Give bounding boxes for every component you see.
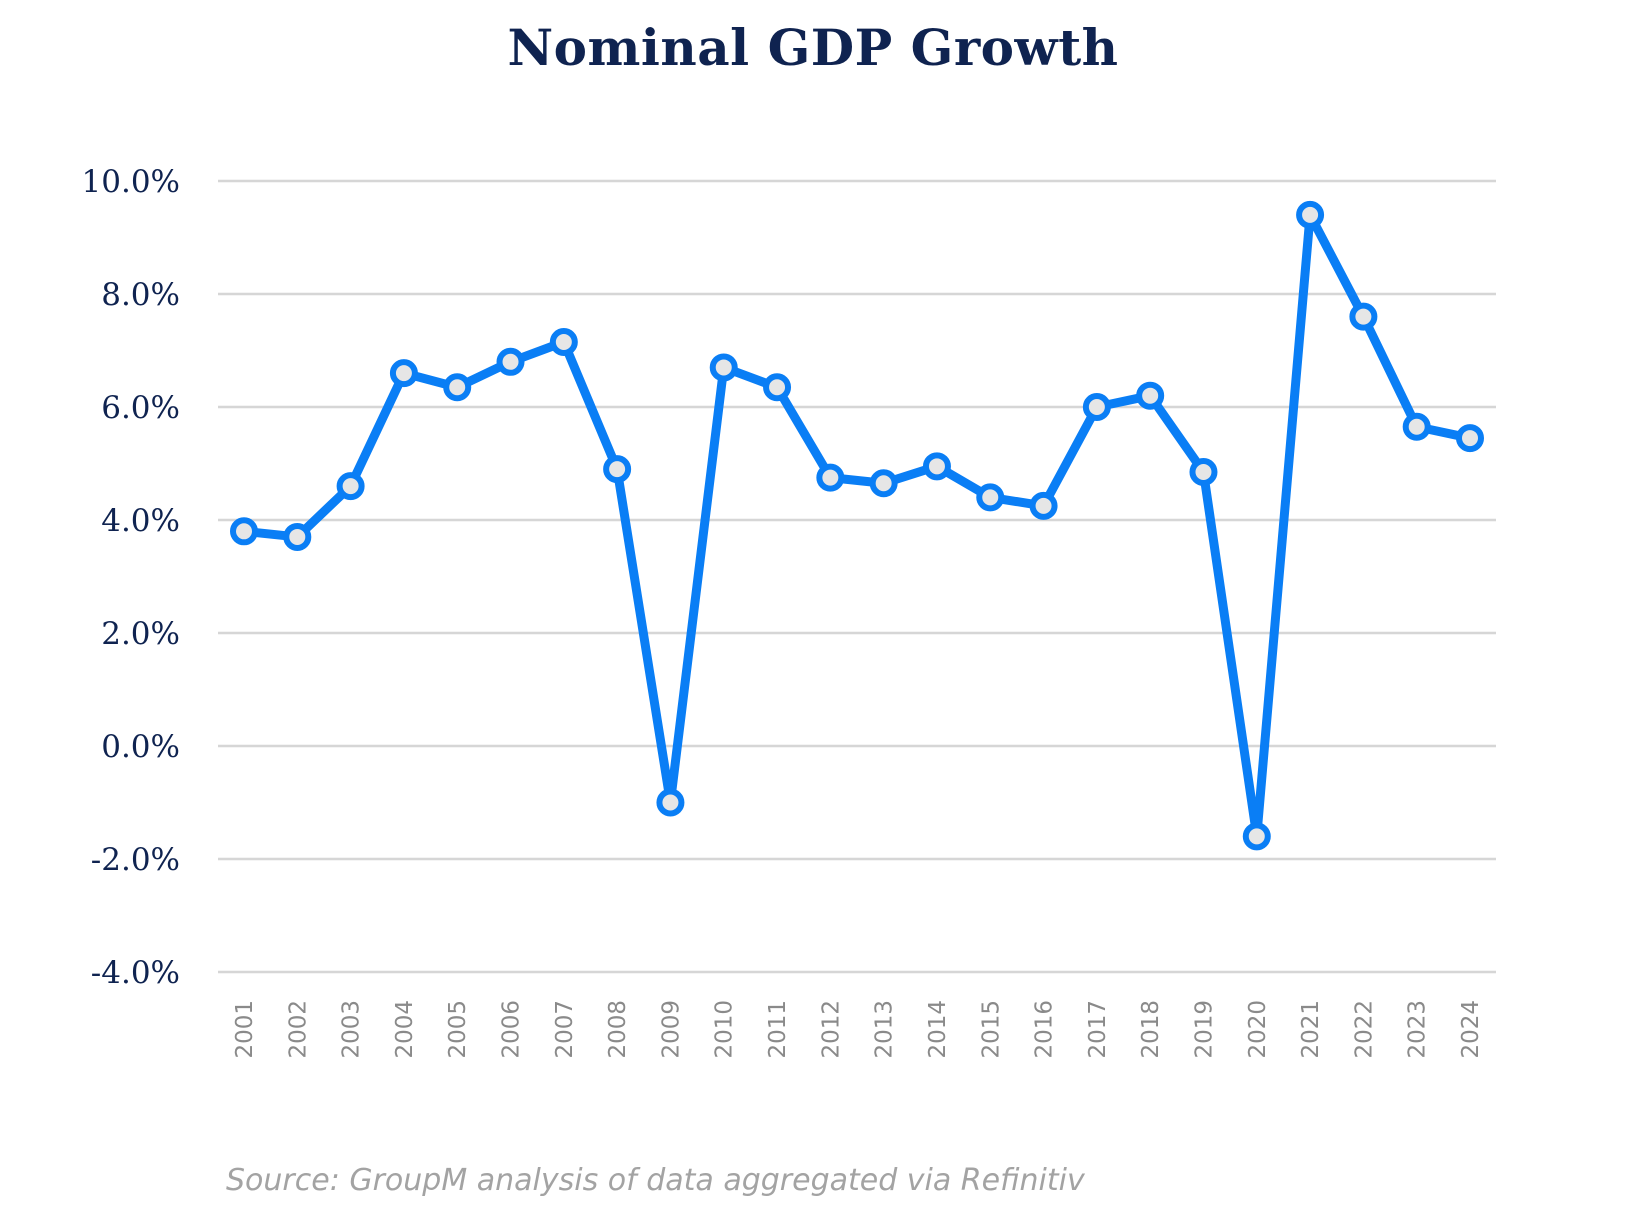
x-tick-label: 2008 [605,1000,631,1059]
y-tick-label: 10.0% [82,164,180,200]
x-tick-label: 2014 [925,1000,951,1059]
y-tick-label: -2.0% [91,842,180,878]
data-point [816,463,845,492]
y-tick-label: 8.0% [101,277,180,313]
x-tick-label: 2015 [978,1000,1004,1059]
x-tick-label: 2009 [658,1000,684,1059]
y-tick-label: 4.0% [101,503,180,539]
data-point [922,452,951,481]
source-note: Source: GroupM analysis of data aggregat… [226,1163,1085,1198]
x-tick-label: 2004 [392,1000,418,1059]
data-point [1189,457,1218,486]
data-point [709,353,738,382]
data-point [1402,412,1431,441]
y-tick-label: 6.0% [101,390,180,426]
series-gdp-growth [230,200,1484,851]
data-point [976,483,1005,512]
y-tick-label: 2.0% [101,616,180,652]
x-tick-label: 2007 [552,1000,578,1059]
data-point [1349,302,1378,331]
data-point [763,373,792,402]
x-tick-label: 2022 [1351,1000,1377,1059]
data-point [283,522,312,551]
data-point [1456,424,1484,453]
x-tick-label: 2012 [818,1000,844,1059]
x-tick-label: 2010 [712,1000,738,1059]
data-point [549,328,578,357]
grid-lines [218,179,1496,974]
x-tick-label: 2023 [1405,1000,1431,1059]
data-point [443,373,472,402]
data-point [1296,200,1325,229]
data-point [1242,822,1271,851]
x-tick-label: 2016 [1032,1000,1058,1059]
x-tick-label: 2021 [1298,1000,1324,1059]
data-point [1136,381,1165,410]
data-point [1082,393,1111,421]
x-tick-label: 2019 [1191,1000,1217,1059]
series-line [239,210,1475,841]
data-point [336,472,365,501]
data-point [603,455,632,484]
x-tick-label: 2005 [445,1000,471,1059]
x-tick-label: 2018 [1138,1000,1164,1059]
chart-title: Nominal GDP Growth [507,18,1119,77]
data-point [230,517,258,546]
x-tick-label: 2017 [1085,1000,1111,1059]
data-point [389,359,418,388]
y-tick-label: -4.0% [91,955,180,991]
x-tick-label: 2020 [1245,1000,1271,1059]
x-tick-label: 2011 [765,1000,791,1059]
y-axis-labels: 10.0% 8.0% 6.0% 4.0% 2.0% 0.0% -2.0% -4.0% [82,164,180,991]
x-tick-label: 2006 [499,1000,525,1059]
data-point [496,347,525,376]
x-axis-labels: 2001 2002 2003 2004 2005 2006 2007 2008 2009 2010… [232,1000,1484,1059]
x-tick-label: 2024 [1458,1000,1484,1059]
data-point [1029,491,1058,520]
data-point [656,788,685,817]
y-tick-label: 0.0% [101,729,180,765]
data-point [869,469,898,498]
x-tick-label: 2003 [339,1000,365,1059]
x-tick-label: 2001 [232,1000,258,1059]
x-tick-label: 2013 [872,1000,898,1059]
x-tick-label: 2002 [285,1000,311,1059]
